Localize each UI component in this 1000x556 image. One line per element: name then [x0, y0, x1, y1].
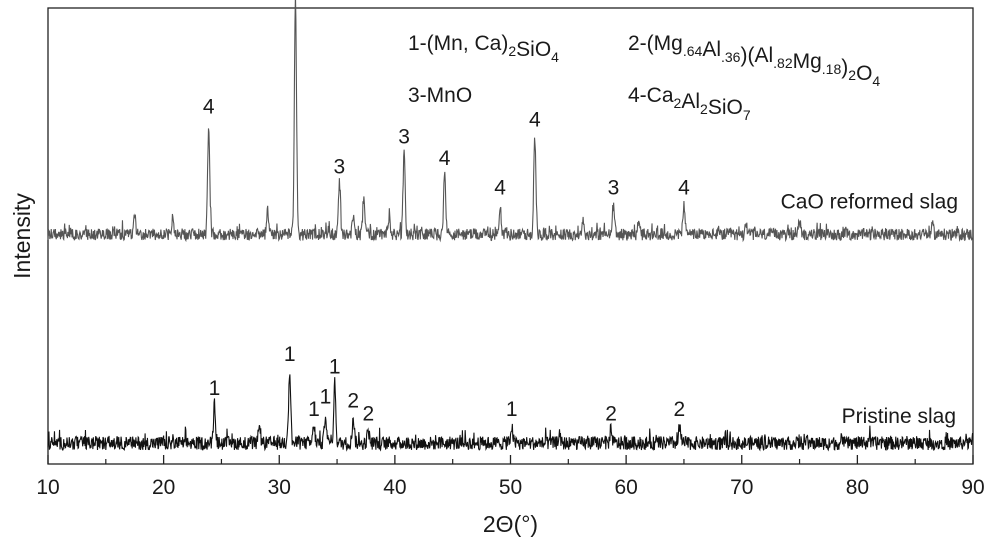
legend-entry: 1-(Mn, Ca)2SiO4: [408, 32, 559, 65]
y-axis-label: Intensity: [9, 193, 35, 279]
x-axis-label: 2Θ(°): [483, 511, 538, 537]
legend-entry: 3-MnO: [408, 84, 472, 107]
peak-labels: CaO reformed slag443344434Pristine slag1…: [203, 96, 958, 429]
peak-label: 1: [506, 398, 518, 421]
legend: 1-(Mn, Ca)2SiO4 2-(Mg.64Al.36)(Al.82Mg.18…: [408, 32, 880, 123]
series-line-0: [47, 0, 974, 243]
peak-label: 1: [320, 385, 332, 408]
peak-label: 1: [308, 398, 320, 421]
peak-label: 1: [209, 377, 221, 400]
peak-label: 2: [673, 398, 685, 421]
x-tick-label: 90: [961, 476, 984, 499]
x-tick-label: 60: [614, 476, 637, 499]
peak-label: 2: [605, 402, 617, 425]
x-tick-label: 20: [152, 476, 175, 499]
x-tick-label: 10: [36, 476, 59, 499]
peak-label: 1: [329, 356, 341, 379]
peak-label: 4: [494, 177, 506, 200]
peak-label: 3: [608, 177, 620, 200]
peak-label: 2: [362, 402, 374, 425]
peak-label: 4: [529, 109, 541, 132]
x-tick-label: 40: [383, 476, 406, 499]
legend-entry: 4-Ca2Al2SiO7: [628, 84, 751, 123]
series-line-1: [47, 374, 974, 452]
peak-label: 3: [334, 155, 346, 178]
x-tick-label: 70: [730, 476, 753, 499]
x-axis-ticks: 10 20 30 40 50 60 70 80 90: [36, 455, 985, 499]
peak-label: 4: [203, 96, 215, 119]
peak-label: 4: [678, 177, 690, 200]
series-layer: [47, 0, 974, 452]
series-name-label: CaO reformed slag: [781, 190, 958, 213]
x-tick-label: 50: [499, 476, 522, 499]
peak-label: 4: [439, 147, 451, 170]
x-tick-label: 30: [268, 476, 291, 499]
x-tick-label: 80: [846, 476, 869, 499]
peak-label: 3: [398, 126, 410, 149]
peak-label: 2: [347, 390, 359, 413]
series-name-label: Pristine slag: [842, 405, 956, 428]
peak-label: 1: [284, 343, 296, 366]
legend-entry: 2-(Mg.64Al.36)(Al.82Mg.18)2O4: [628, 32, 880, 89]
